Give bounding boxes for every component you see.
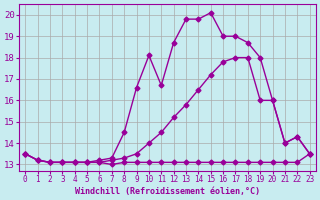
X-axis label: Windchill (Refroidissement éolien,°C): Windchill (Refroidissement éolien,°C) <box>75 187 260 196</box>
